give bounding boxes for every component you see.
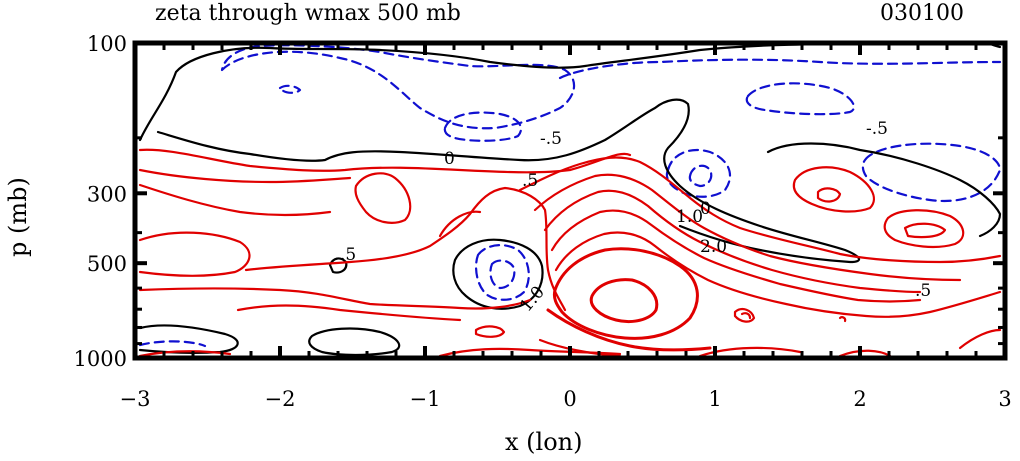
positive-contour: [733, 308, 756, 323]
positive-contour: [554, 231, 1002, 318]
chart-title: zeta through wmax 500 mb: [155, 1, 461, 26]
x-axis: −3 −2 −1 0 1 2 3: [120, 43, 1012, 411]
y-tick-label: 500: [87, 252, 127, 276]
x-tick-label: −1: [410, 387, 441, 411]
positive-contour: [543, 189, 922, 294]
positive-contour: [838, 316, 847, 323]
positive-contour: [958, 328, 1002, 350]
zero-contour: [766, 142, 1002, 238]
positive-contour: [538, 338, 622, 358]
negative-contour: [688, 164, 713, 188]
zero-contours: [138, 40, 1002, 357]
negative-contour: [278, 84, 302, 94]
zero-contour: [156, 98, 861, 264]
contour-label: -.5: [540, 129, 562, 149]
positive-contours: [138, 148, 1002, 358]
negative-contour: [558, 58, 1002, 80]
x-tick-label: 3: [998, 387, 1011, 411]
y-axis: 100 300 500 1000: [74, 32, 1005, 371]
contour-label: 1.0: [516, 282, 549, 316]
positive-contour: [903, 222, 947, 239]
negative-contour: [489, 259, 516, 290]
positive-contour: [354, 172, 412, 224]
positive-contour: [236, 304, 462, 322]
positive-contour: [550, 209, 922, 303]
negative-contour: [443, 111, 523, 142]
positive-contour: [138, 168, 352, 184]
contour-label: 0: [700, 199, 711, 219]
negative-contour: [745, 82, 855, 116]
y-axis-label: p (mb): [4, 177, 32, 257]
positive-contour: [740, 312, 752, 320]
positive-contour: [533, 173, 962, 282]
x-tick-label: −3: [120, 387, 151, 411]
contour-label: .5: [915, 281, 931, 301]
zero-contour: [452, 238, 544, 310]
contour-labels: -.5 -.5 0 .5 1.0 2.0 .5 1.0 0 .5: [340, 119, 931, 316]
positive-contour: [474, 325, 506, 338]
positive-contour: [518, 156, 1002, 264]
positive-contour: [438, 210, 482, 238]
contour-field: [138, 40, 1002, 358]
positive-contour: [138, 287, 532, 310]
zero-contour: [308, 327, 401, 357]
positive-contour: [589, 278, 659, 324]
contour-label: -.5: [866, 119, 888, 139]
x-tick-label: −2: [265, 387, 296, 411]
negative-contour: [665, 148, 732, 198]
time-label: 030100: [880, 1, 964, 26]
negative-contour: [475, 244, 530, 301]
negative-contour: [138, 340, 207, 348]
y-tick-label: 1000: [74, 347, 127, 371]
y-tick-label: 300: [87, 182, 127, 206]
contour-label: .5: [340, 245, 356, 265]
contour-label: 2.0: [700, 237, 727, 257]
negative-contour: [220, 44, 576, 130]
x-axis-label: x (lon): [505, 428, 582, 456]
contour-label: .5: [522, 171, 538, 191]
positive-contour: [792, 166, 875, 213]
contour-label: 1.0: [676, 207, 703, 227]
positive-contour: [838, 349, 892, 358]
positive-contour: [244, 186, 567, 312]
y-tick-label: 100: [87, 32, 127, 56]
positive-contour: [816, 187, 842, 203]
positive-contour: [698, 346, 802, 358]
positive-contour: [546, 308, 712, 352]
x-tick-label: 0: [563, 387, 576, 411]
contour-label: 0: [444, 149, 455, 169]
positive-contour: [552, 247, 699, 340]
x-tick-label: 2: [853, 387, 866, 411]
positive-contour: [138, 231, 251, 277]
zero-contour: [138, 324, 239, 354]
positive-contour: [138, 183, 332, 217]
positive-contour: [138, 148, 632, 174]
x-tick-label: 1: [708, 387, 721, 411]
positive-contour: [883, 209, 965, 249]
